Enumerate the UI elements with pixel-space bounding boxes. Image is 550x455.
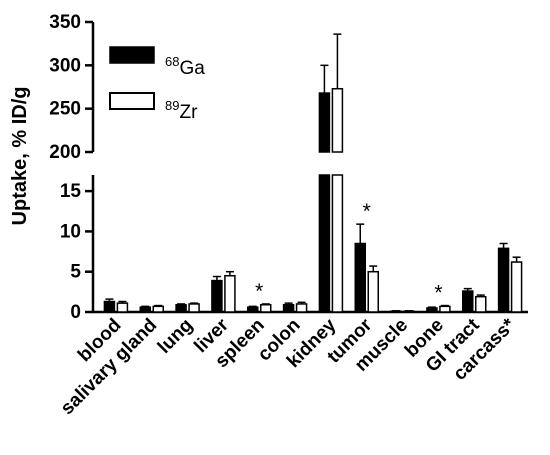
bar-zr89-colon <box>295 303 308 313</box>
y-tick-label-200: 200 <box>49 142 81 163</box>
bar-ga68-blood <box>103 300 116 313</box>
y-tick-label-0: 0 <box>70 302 81 323</box>
y-tick-label-300: 300 <box>49 55 81 76</box>
y-tick-label-350: 350 <box>49 12 81 33</box>
y-tick-label-250: 250 <box>49 99 81 120</box>
bar-zr89-lung <box>188 303 200 313</box>
bar-ga68-colon <box>282 303 295 313</box>
bar-ga68-salivary-gland <box>139 306 151 313</box>
bar-zr89-kidney-lower <box>331 174 344 313</box>
bar-zr89-spleen <box>260 303 272 313</box>
bar-ga68-carcass <box>497 247 510 313</box>
y-axis-title: Uptake, % ID/g <box>9 87 31 226</box>
bar-ga68-spleen <box>247 306 259 313</box>
bar-zr89-liver <box>224 274 236 313</box>
bar-ga68-liver <box>211 279 223 313</box>
bar-ga68-bone <box>426 307 438 313</box>
bar-ga68-kidney-upper <box>318 92 331 153</box>
y-tick-label-10: 10 <box>60 221 81 242</box>
bar-ga68-lung <box>175 303 187 313</box>
legend-swatch-zr89 <box>109 92 155 110</box>
significance-marker-tumor: * <box>363 200 371 223</box>
y-tick-label-5: 5 <box>70 262 81 283</box>
legend-swatch-ga68 <box>109 46 155 64</box>
bar-zr89-bone <box>439 305 451 313</box>
bar-zr89-tumor <box>367 270 379 313</box>
legend: 68Ga 89Zr <box>109 46 205 123</box>
y-tick-label-15: 15 <box>60 181 82 202</box>
bar-zr89-gi-tract <box>475 295 487 313</box>
significance-marker-spleen: * <box>255 280 263 303</box>
bar-zr89-salivary-gland <box>152 305 164 313</box>
x-label-lung: lung <box>154 315 197 358</box>
bar-zr89-carcass <box>510 261 523 313</box>
bar-ga68-tumor <box>354 242 366 313</box>
legend-label-ga68: 68Ga <box>165 54 205 79</box>
bar-zr89-kidney-upper <box>331 87 344 153</box>
significance-marker-bone: * <box>434 282 442 305</box>
bar-ga68-kidney-lower <box>318 174 331 313</box>
legend-label-zr89: 89Zr <box>165 98 198 123</box>
bar-zr89-blood <box>116 302 129 313</box>
bar-ga68-gi-tract <box>462 290 474 313</box>
